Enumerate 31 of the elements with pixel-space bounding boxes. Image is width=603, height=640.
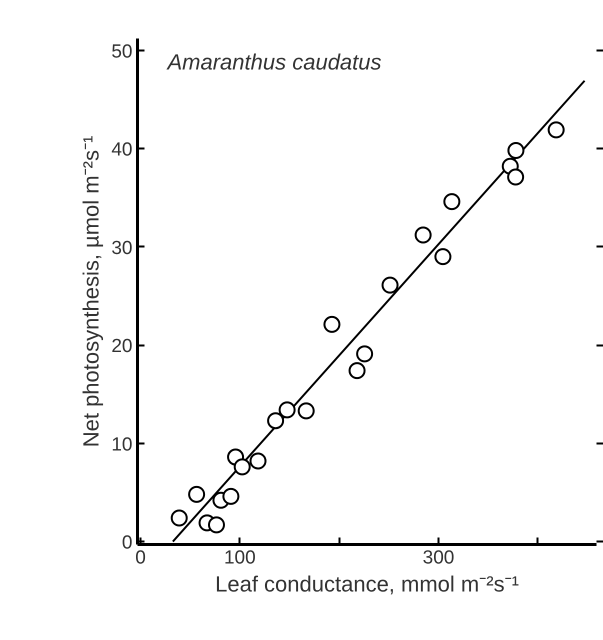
y-tick-label: 10: [111, 434, 133, 456]
point: [208, 516, 225, 534]
point: [414, 226, 432, 244]
x-tick-label: 100: [224, 548, 256, 568]
point: [170, 509, 188, 526]
annotation: Amaranthus caudatus: [166, 50, 382, 74]
point: [267, 412, 284, 430]
point: [548, 121, 565, 138]
x-tick-label: 300: [422, 548, 454, 568]
y-axis-title: Net photosynthesis, µmol m⁻²s⁻¹: [78, 136, 104, 448]
point: [434, 248, 452, 266]
point: [348, 362, 366, 380]
point: [323, 316, 340, 333]
point: [443, 193, 460, 210]
point: [382, 276, 399, 294]
point: [298, 402, 315, 420]
point: [356, 345, 374, 362]
point: [278, 401, 296, 418]
point: [234, 458, 251, 476]
y-tick-label: 50: [111, 41, 133, 62]
y-tick-label: 0: [122, 532, 133, 554]
point: [188, 486, 206, 503]
point: [507, 168, 524, 186]
point: [222, 488, 240, 505]
y-tick-label: 30: [111, 238, 133, 259]
y-tick-label: 40: [111, 140, 133, 161]
point: [250, 452, 267, 470]
x-tick-label: 0: [135, 548, 146, 568]
x-axis-title: Leaf conductance, mmol m⁻²s⁻¹: [215, 572, 519, 596]
y-tick-label: 20: [111, 336, 133, 358]
point: [507, 142, 524, 159]
